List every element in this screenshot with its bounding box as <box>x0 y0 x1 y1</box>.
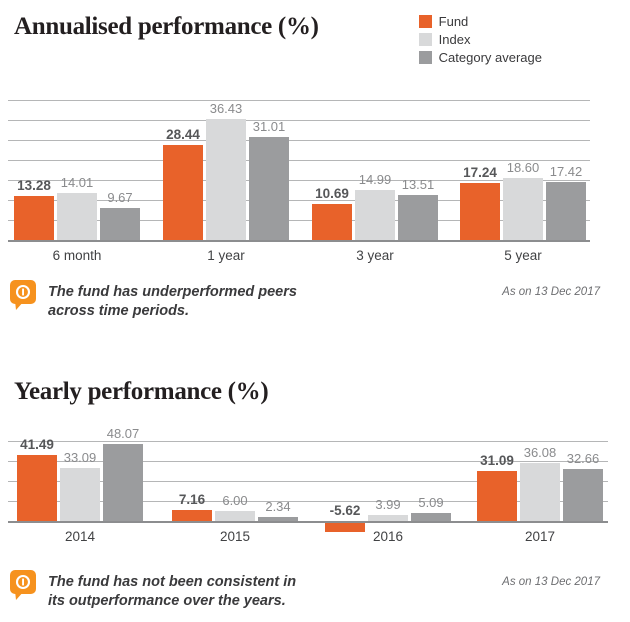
gridline <box>8 481 608 482</box>
note-row: The fund has underperformed peers across… <box>0 280 630 321</box>
yearly-chart-title: Yearly performance (%) <box>14 378 269 405</box>
note-row: The fund has not been consistent in its … <box>0 570 630 611</box>
section-header: Annualised performance (%) Fund Index Ca… <box>0 0 630 66</box>
fund-swatch-icon <box>418 15 432 28</box>
bar-fund-3-year <box>312 204 352 240</box>
gridline <box>8 140 590 141</box>
section-header: Yearly performance (%) <box>0 321 630 407</box>
legend-label: Category average <box>438 50 542 65</box>
category-label: 2016 <box>372 529 404 544</box>
value-label: 17.24 <box>463 164 497 180</box>
value-label: 7.16 <box>178 491 206 507</box>
value-label: 13.51 <box>401 176 435 192</box>
value-label: 13.28 <box>17 177 51 193</box>
annualised-performance-section: Annualised performance (%) Fund Index Ca… <box>0 0 630 321</box>
legend-item-index: Index <box>418 32 542 47</box>
value-label: 5.09 <box>418 494 444 510</box>
gridline <box>8 120 590 121</box>
bar-index-1-year <box>206 118 246 240</box>
category-label: 5 year <box>504 248 542 263</box>
yearly-performance-chart: 41.49 33.09 48.07 2014 7.16 6.00 2.34 2015 -5.62… <box>8 427 616 556</box>
value-label: 6.00 <box>222 493 248 509</box>
category-label: 1 year <box>207 248 245 263</box>
category-label: 2015 <box>219 529 251 544</box>
category-label: 2014 <box>64 529 96 544</box>
gridline <box>8 441 608 442</box>
category-label: 6 month <box>52 248 102 263</box>
index-swatch-icon <box>418 33 432 46</box>
bar-fund-2016 <box>325 523 365 532</box>
gridline <box>8 180 590 181</box>
as-on-date: As on 13 Dec 2017 <box>502 286 600 298</box>
bar-index-3-year <box>355 190 395 240</box>
info-speech-bubble-icon <box>10 570 36 600</box>
bar-fund-2017 <box>477 471 517 521</box>
bar-index-6-month <box>57 193 97 240</box>
bar-fund-1-year <box>163 145 203 240</box>
yearly-performance-section: Yearly performance (%) 41.49 33.09 48.07 20… <box>0 321 630 611</box>
gridline <box>8 200 590 201</box>
value-label: 2.34 <box>265 499 291 515</box>
gridline <box>8 501 608 502</box>
x-axis-line <box>8 240 590 242</box>
value-label: 3.99 <box>375 496 401 512</box>
gridline <box>8 220 590 221</box>
bar-category-average-2015 <box>258 517 298 521</box>
annotation-text: The fund has not been consistent in its … <box>48 574 297 609</box>
bar-index-2014 <box>60 468 100 521</box>
annotation: The fund has not been consistent in its … <box>10 570 308 611</box>
annotation-text: The fund has underperformed peers across… <box>48 284 297 319</box>
bar-fund-6-month <box>14 195 54 240</box>
bar-index-2016 <box>368 514 408 521</box>
value-label: 36.08 <box>523 445 557 461</box>
bar-fund-2014 <box>17 454 57 521</box>
gridline <box>8 160 590 161</box>
annotation: The fund has underperformed peers across… <box>10 280 308 321</box>
value-label: 9.67 <box>107 189 133 205</box>
value-label: 41.49 <box>20 436 54 452</box>
bar-fund-2015 <box>172 509 212 521</box>
legend-item-fund: Fund <box>418 14 542 29</box>
annualised-chart-title: Annualised performance (%) <box>14 13 319 40</box>
value-label: 28.44 <box>166 127 200 143</box>
value-label: 10.69 <box>315 186 349 202</box>
x-axis-line <box>8 521 608 523</box>
value-label: 18.60 <box>506 160 540 175</box>
value-label: 14.01 <box>60 175 94 191</box>
legend-item-category-average: Category average <box>418 50 542 65</box>
chart-legend: Fund Index Category average <box>418 12 542 69</box>
value-label: 31.09 <box>480 453 514 469</box>
category-label: 3 year <box>356 248 394 263</box>
legend-label: Fund <box>438 14 469 29</box>
gridline <box>8 100 590 101</box>
gridline <box>8 461 608 462</box>
bar-category-average-2016 <box>411 512 451 521</box>
value-label: 32.66 <box>566 450 600 466</box>
value-label: 31.01 <box>252 118 286 134</box>
bar-index-5-year <box>503 178 543 240</box>
category-average-swatch-icon <box>418 51 432 64</box>
bar-category-average-6-month <box>100 207 140 240</box>
bar-category-average-2017 <box>563 468 603 521</box>
category-label: 2017 <box>524 529 556 544</box>
value-label: 17.42 <box>549 163 583 179</box>
bar-fund-5-year <box>460 182 500 240</box>
bar-category-average-1-year <box>249 136 289 240</box>
bar-category-average-2014 <box>103 444 143 521</box>
value-label: -5.62 <box>329 503 361 518</box>
info-speech-bubble-icon <box>10 280 36 310</box>
value-label: 33.09 <box>63 450 97 466</box>
bar-index-2015 <box>215 511 255 521</box>
bar-index-2017 <box>520 463 560 521</box>
value-label: 14.99 <box>358 172 392 188</box>
legend-label: Index <box>438 32 471 47</box>
value-label: 48.07 <box>106 426 140 442</box>
bar-category-average-3-year <box>398 194 438 240</box>
bar-category-average-5-year <box>546 181 586 240</box>
as-on-date: As on 13 Dec 2017 <box>502 576 600 588</box>
value-label: 36.43 <box>209 100 243 116</box>
annualised-performance-chart: 13.28 14.01 9.67 6 month 28.44 36.43 31.01 1 ye… <box>8 100 616 266</box>
